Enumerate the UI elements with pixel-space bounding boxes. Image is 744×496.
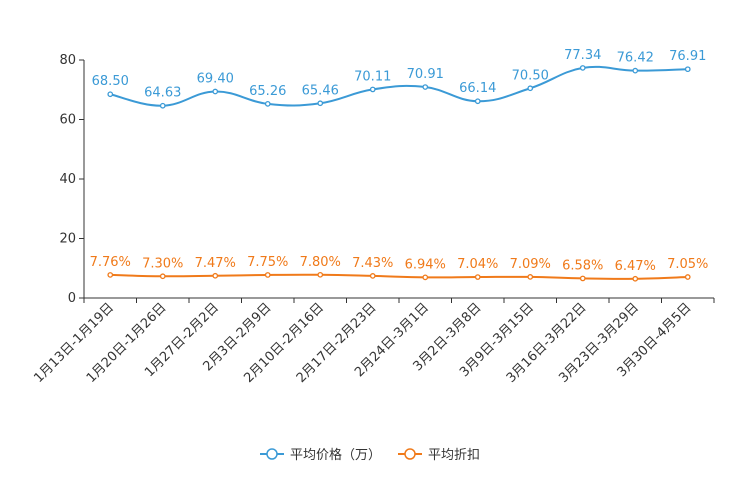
series-line bbox=[110, 273, 688, 280]
series-layer: 68.50 64.63 69.40 65.26 65.46 70.11 70.91 66.14… bbox=[90, 48, 708, 282]
data-label: 70.91 bbox=[407, 67, 444, 82]
data-point bbox=[159, 273, 166, 280]
data-point bbox=[212, 272, 219, 279]
data-point bbox=[474, 98, 481, 105]
data-point bbox=[632, 67, 639, 74]
data-label: 6.47% bbox=[615, 259, 656, 274]
data-point bbox=[212, 88, 219, 95]
series-1: 7.76% 7.30% 7.47% 7.75% 7.80% 7.43% 6.94% 7.04%… bbox=[90, 255, 708, 282]
data-label: 66.14 bbox=[459, 81, 496, 96]
data-point bbox=[684, 274, 691, 280]
data-point bbox=[632, 275, 639, 282]
data-point bbox=[107, 272, 114, 278]
data-label: 7.75% bbox=[247, 255, 288, 270]
data-point bbox=[369, 273, 376, 279]
data-label: 65.26 bbox=[249, 84, 286, 99]
data-label: 76.91 bbox=[669, 49, 706, 64]
data-label: 7.09% bbox=[510, 257, 551, 272]
legend-item-1[interactable]: 平均折扣 bbox=[398, 448, 480, 463]
data-label: 69.40 bbox=[197, 72, 234, 87]
data-label: 7.30% bbox=[142, 256, 183, 271]
data-point bbox=[527, 85, 534, 92]
data-label: 7.47% bbox=[195, 256, 236, 271]
data-point bbox=[422, 84, 429, 90]
legend-item-0[interactable]: 平均价格（万） bbox=[260, 447, 381, 463]
data-label: 7.04% bbox=[457, 257, 498, 272]
legend-marker-icon bbox=[266, 448, 278, 460]
data-label: 6.58% bbox=[562, 258, 603, 273]
data-point bbox=[107, 91, 114, 98]
data-point bbox=[369, 86, 376, 93]
data-label: 68.50 bbox=[92, 74, 129, 89]
data-point bbox=[527, 274, 534, 280]
data-label: 7.43% bbox=[352, 256, 393, 271]
legend-label: 平均价格（万） bbox=[290, 447, 381, 463]
series-line bbox=[110, 65, 688, 107]
data-point bbox=[317, 271, 324, 278]
data-label: 7.80% bbox=[300, 255, 341, 270]
data-point bbox=[579, 275, 586, 282]
data-label: 7.76% bbox=[90, 255, 131, 270]
data-label: 65.46 bbox=[302, 83, 339, 98]
data-point bbox=[264, 272, 271, 278]
legend: 平均价格（万） 平均折扣 bbox=[260, 447, 480, 463]
legend-label: 平均折扣 bbox=[428, 448, 480, 463]
data-point bbox=[474, 274, 481, 280]
data-point bbox=[422, 274, 429, 281]
data-label: 70.11 bbox=[354, 69, 391, 84]
y-tick-label: 80 bbox=[59, 53, 76, 68]
axes: 0204060801月13日-1月19日1月20日-1月26日1月27日-2月2… bbox=[31, 53, 715, 386]
y-tick-label: 40 bbox=[59, 172, 76, 187]
data-point bbox=[264, 101, 271, 107]
series-0: 68.50 64.63 69.40 65.26 65.46 70.11 70.91 66.14… bbox=[92, 48, 706, 109]
data-label: 77.34 bbox=[564, 48, 601, 63]
data-point bbox=[159, 102, 166, 109]
data-point bbox=[579, 65, 586, 71]
y-tick-label: 20 bbox=[59, 232, 76, 247]
y-tick-label: 60 bbox=[59, 113, 76, 128]
data-label: 64.63 bbox=[144, 86, 181, 101]
y-tick-label: 0 bbox=[68, 291, 76, 306]
data-point bbox=[317, 100, 324, 107]
data-label: 76.42 bbox=[617, 51, 654, 66]
data-label: 70.50 bbox=[512, 68, 549, 83]
data-label: 7.05% bbox=[667, 257, 708, 272]
data-label: 6.94% bbox=[405, 257, 446, 272]
legend-marker-icon bbox=[404, 448, 416, 460]
data-point bbox=[684, 66, 691, 73]
